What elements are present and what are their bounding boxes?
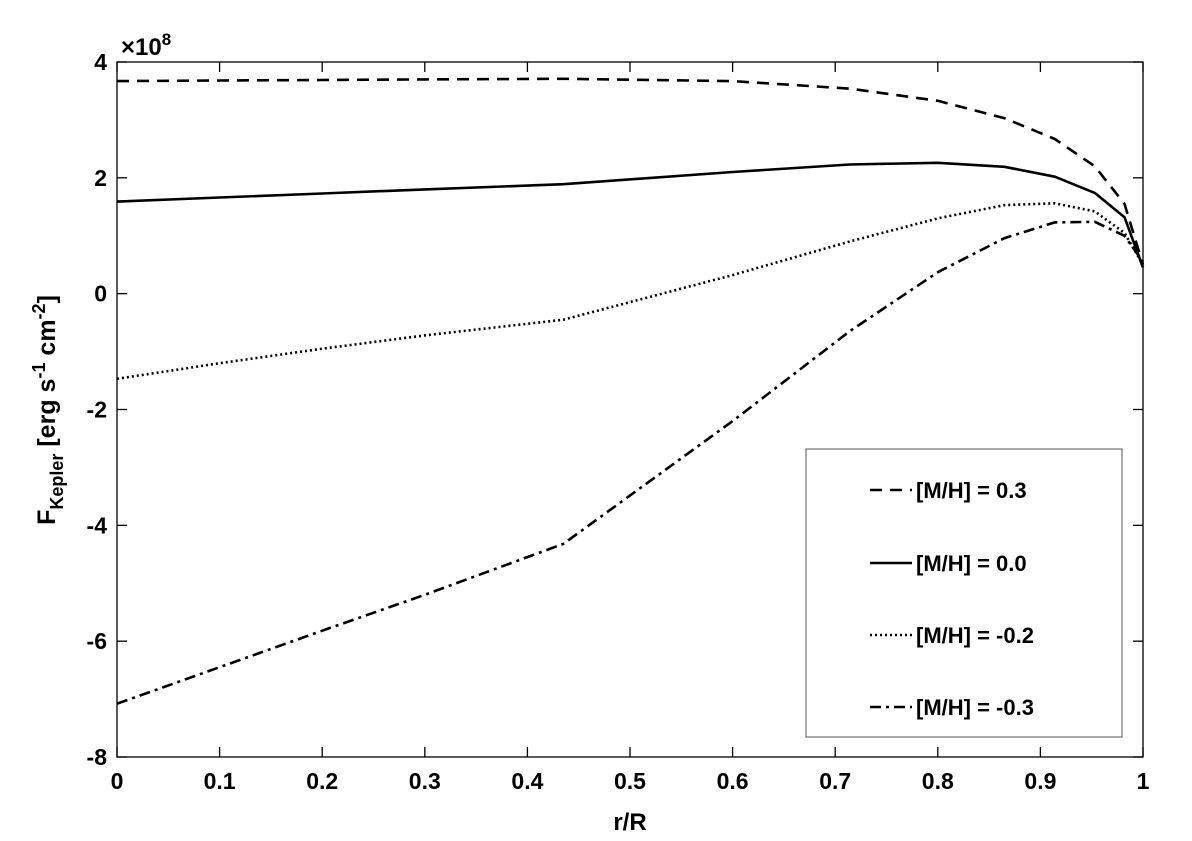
y-axis-label: FKepler [erg s-1 cm-2]	[29, 295, 67, 525]
x-tick-label: 0.1	[204, 768, 236, 794]
y-tick-label: 4	[94, 49, 107, 75]
legend-label: [M/H] = -0.3	[916, 695, 1034, 720]
x-tick-label: 0.9	[1024, 768, 1056, 794]
x-tick-label: 0.8	[922, 768, 954, 794]
axis-ticks: 0 0.1 0.2 0.3 0.4 0.5 0.6 0.7 0.8 0.9 1 -8 -6 -4 -2 0 2 4	[87, 49, 1150, 794]
x-tick-label: 0.6	[717, 768, 749, 794]
series-line-2	[116, 161, 1145, 269]
legend-box	[805, 448, 1123, 738]
x-tick-label: 0.7	[819, 768, 851, 794]
y-tick-label: -4	[87, 512, 108, 538]
y-tick-label: -2	[87, 397, 107, 423]
series-line-3	[116, 202, 1145, 381]
plot-area	[116, 77, 1145, 705]
legend: [M/H] = 0.3 [M/H] = 0.0 [M/H] = -0.2 [M/H] …	[805, 448, 1123, 738]
x-tick-label: 0.5	[614, 768, 646, 794]
x-tick-label: 1	[1137, 768, 1150, 794]
x-axis-label: r/R	[613, 809, 646, 836]
legend-label: [M/H] = -0.2	[916, 623, 1034, 648]
y-tick-label: 0	[94, 281, 107, 307]
series-line-1	[116, 77, 1145, 266]
legend-label: [M/H] = 0.0	[916, 551, 1027, 576]
x-tick-label: 0.2	[306, 768, 338, 794]
legend-label: [M/H] = 0.3	[916, 478, 1027, 503]
series-line-4	[116, 220, 1145, 705]
y-tick-label: -8	[87, 744, 108, 770]
y-exponent-label: ×108	[121, 30, 171, 61]
y-tick-label: -6	[87, 628, 107, 654]
x-tick-label: 0.4	[511, 768, 543, 794]
x-tick-label: 0	[111, 768, 124, 794]
x-tick-label: 0.3	[409, 768, 441, 794]
y-tick-label: 2	[94, 165, 107, 191]
